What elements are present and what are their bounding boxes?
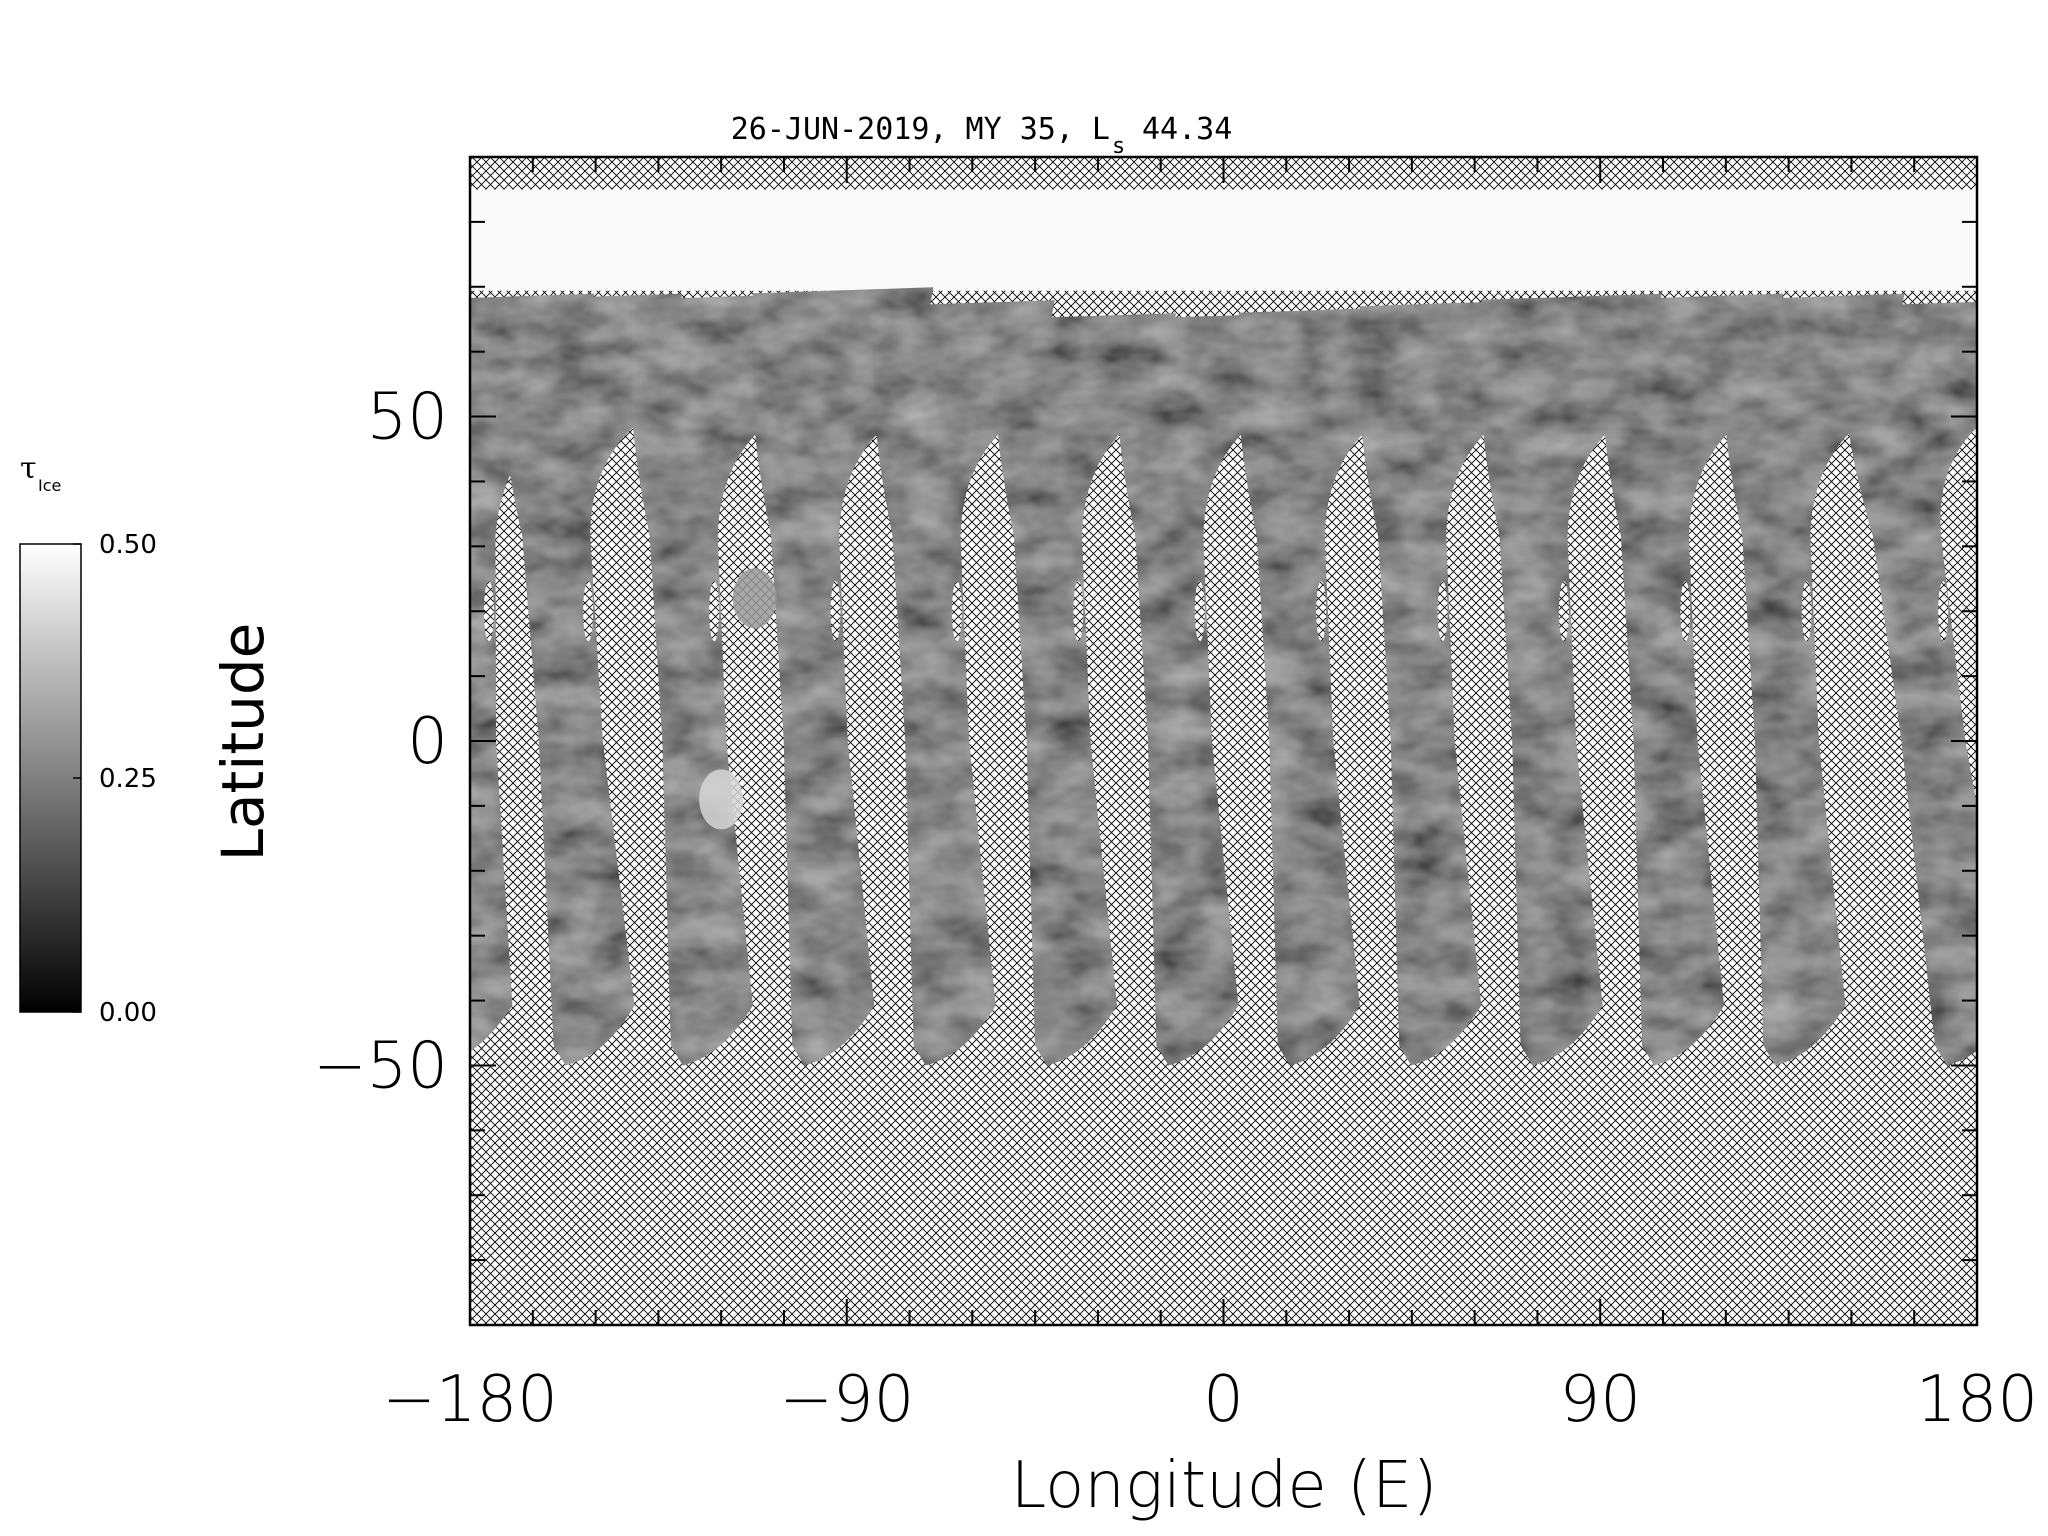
colorbar-tick-label: 0.50 (99, 530, 157, 560)
colorbar-gradient (19, 543, 82, 1013)
swath (1481, 293, 1662, 1066)
swath-gap (1073, 581, 1084, 642)
swath-gap (1558, 581, 1569, 642)
colorbar-tick-label: 0.25 (99, 764, 157, 794)
swath (1602, 293, 1784, 1066)
swath (1238, 306, 1419, 1066)
y-axis-label: Latitude (209, 623, 277, 862)
swath-gap (1437, 581, 1448, 642)
swath-gap (1316, 581, 1327, 642)
x-tick-label: 180 (1916, 1363, 2038, 1437)
chart-title-value: 44.34 (1142, 112, 1232, 147)
swaths (470, 287, 1977, 1066)
colorbar-ticks: 0.00 0.25 0.50 (73, 530, 157, 1028)
x-tick-label: −180 (382, 1363, 558, 1437)
swath-gap (951, 581, 962, 642)
bright-spots (699, 568, 777, 830)
swath (995, 313, 1177, 1066)
axis-tick-labels: −180 −90 0 90 180 −50 0 50 (313, 381, 2038, 1437)
swath-gap (583, 581, 594, 642)
swath (631, 293, 812, 1066)
y-tick-label: 0 (407, 705, 448, 779)
swath-gap (830, 581, 841, 642)
swath-gap (1938, 581, 1949, 642)
chart-title-subscript: s (1112, 134, 1125, 159)
swath-gap (1680, 581, 1691, 642)
y-tick-label: −50 (313, 1029, 448, 1103)
colorbar-label-subscript: Ice (38, 476, 61, 495)
chart-title: 26-JUN-2019, MY 35, L (731, 112, 1110, 147)
swath (1360, 300, 1541, 1066)
x-tick-label: 90 (1560, 1363, 1641, 1437)
bright-spot (699, 769, 744, 830)
x-tick-label: 0 (1203, 1363, 1244, 1437)
swath (1724, 293, 1905, 1066)
swath (470, 293, 595, 1052)
polar-cap (470, 189, 1977, 291)
colorbar-tick-label: 0.00 (99, 998, 157, 1028)
x-tick-label: −90 (779, 1363, 914, 1437)
colorbar-label: τ (20, 451, 37, 486)
axis-ticks (469, 156, 1978, 1326)
x-axis-label: Longitude (E) (1011, 1449, 1438, 1523)
swath (501, 293, 683, 1066)
swath-gap (1801, 581, 1812, 642)
plot-area (470, 157, 1977, 1325)
swath (753, 287, 934, 1066)
swath (1117, 313, 1298, 1066)
y-tick-label: 50 (367, 381, 448, 455)
bright-spot (732, 568, 777, 629)
swath-gap (709, 581, 720, 642)
swath (1845, 301, 1977, 1066)
swath-gap (1194, 581, 1205, 642)
swath-gap (483, 581, 494, 642)
swath (874, 300, 1055, 1066)
colorbar: τ Ice 0.00 0.25 0.50 (19, 451, 157, 1028)
